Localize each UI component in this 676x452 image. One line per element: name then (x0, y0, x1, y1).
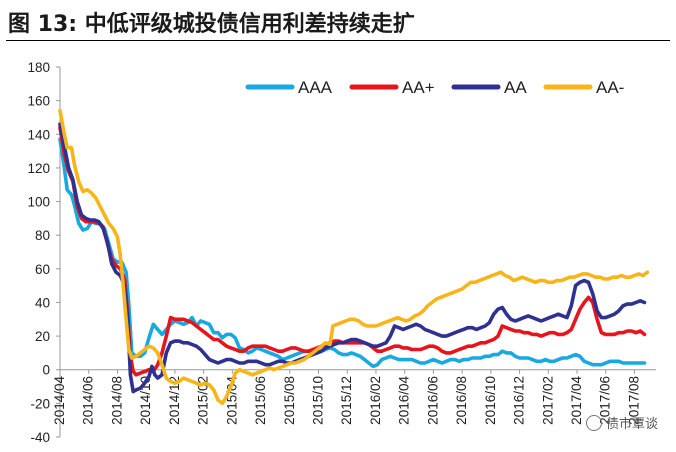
x-tick-label: 2016/02 (368, 376, 383, 425)
x-tick-label: 2017/02 (540, 376, 555, 425)
y-tick-label: -40 (30, 430, 50, 445)
x-tick-label: 2015/02 (196, 376, 211, 425)
x-tick-label: 2015/12 (339, 376, 354, 425)
x-tick-label: 2015/08 (282, 376, 297, 425)
x-tick-label: 2014/06 (81, 376, 96, 425)
y-tick-label: 0 (42, 363, 50, 378)
x-tick-label: 2015/04 (224, 376, 239, 425)
wechat-icon (585, 415, 602, 431)
y-tick-label: 20 (35, 329, 50, 344)
x-tick-label: 2016/08 (454, 376, 469, 425)
y-tick-label: 160 (27, 94, 50, 109)
axis-layer: -40 -20 0 20 40 60 80 100 120 140 160 180 2014/04 201… (27, 60, 656, 445)
legend: AAA AA+ AA AA- (245, 78, 624, 97)
series-line-aaminus (58, 108, 650, 406)
y-tick-label: 40 (35, 295, 50, 310)
series-layer (58, 108, 650, 406)
x-tick-label: 2016/04 (397, 376, 412, 425)
legend-label: AA+ (402, 78, 435, 97)
x-tick-label: 2015/10 (311, 376, 326, 425)
x-tick-label: 2017/08 (626, 376, 641, 425)
watermark-text: 债市覃谈 (605, 417, 658, 432)
series-line-aa (58, 122, 647, 394)
x-tick-label: 2014/04 (52, 376, 67, 425)
series-line-aaa (58, 137, 647, 369)
legend-label: AAA (298, 78, 333, 97)
chart-title: 图 13: 中低评级城投债信用利差持续走扩 (8, 12, 415, 37)
x-tick-label: 2015/06 (253, 376, 268, 425)
y-tick-label: 80 (35, 228, 50, 243)
y-tick-label: 60 (35, 262, 50, 277)
x-tick-label: 2016/06 (425, 376, 440, 425)
x-tick-label: 2017/04 (569, 376, 584, 425)
legend-label: AA- (596, 78, 624, 97)
watermark: 债市覃谈 (585, 413, 658, 432)
title-divider (6, 40, 670, 41)
y-tick-label: 120 (27, 161, 50, 176)
x-tick-label: 2014/12 (167, 376, 182, 425)
x-tick-label: 2016/12 (512, 376, 527, 425)
x-tick-label: 2014/08 (109, 376, 124, 425)
y-tick-label: 100 (27, 195, 50, 210)
legend-label: AA (504, 78, 527, 97)
x-tick-label: 2016/10 (483, 376, 498, 425)
y-tick-label: 180 (27, 60, 50, 75)
x-tick-label: 2017/06 (598, 376, 613, 425)
y-tick-label: 140 (27, 127, 50, 142)
y-tick-label: -20 (30, 396, 50, 411)
